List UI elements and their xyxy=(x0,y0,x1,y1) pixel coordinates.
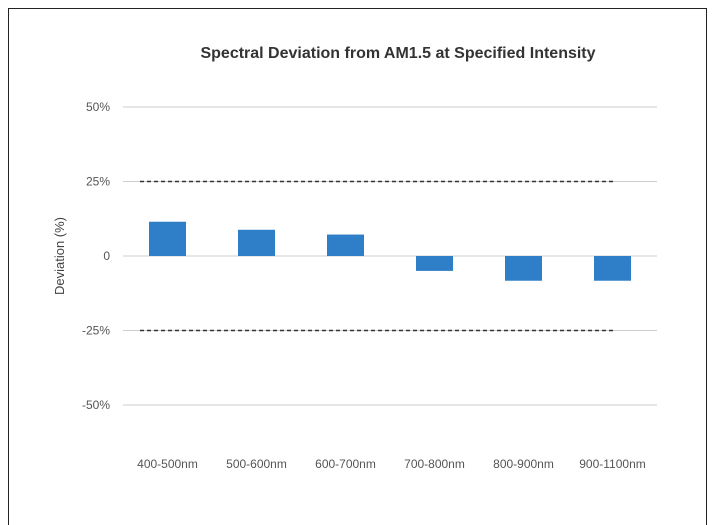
y-tick-label: -25% xyxy=(82,324,110,338)
y-tick-labels: 50% 25% 0 -25% -50% xyxy=(82,100,110,412)
bar-900-1100nm xyxy=(594,256,631,281)
x-tick-label: 800-900nm xyxy=(493,457,554,471)
bars xyxy=(149,221,631,281)
x-tick-label: 400-500nm xyxy=(137,457,198,471)
bar-500-600nm xyxy=(238,229,275,256)
y-tick-label: 0 xyxy=(103,249,110,263)
y-tick-label: 25% xyxy=(86,175,110,189)
bar-400-500nm xyxy=(149,221,186,256)
x-tick-label: 900-1100nm xyxy=(579,457,646,471)
y-tick-label: 50% xyxy=(86,100,110,114)
reference-lines xyxy=(140,180,616,332)
bar-800-900nm xyxy=(505,256,542,281)
y-tick-label: -50% xyxy=(82,398,110,412)
x-tick-labels: 400-500nm 500-600nm 600-700nm 700-800nm 800-… xyxy=(137,457,646,471)
bar-700-800nm xyxy=(416,256,453,271)
x-tick-label: 700-800nm xyxy=(404,457,465,471)
y-axis-label: Deviation (%) xyxy=(52,217,67,295)
grid-lines xyxy=(123,106,657,406)
x-tick-label: 600-700nm xyxy=(315,457,376,471)
bar-600-700nm xyxy=(327,234,364,256)
chart-frame xyxy=(8,8,707,525)
x-tick-label: 500-600nm xyxy=(226,457,287,471)
chart-title: Spectral Deviation from AM1.5 at Specifi… xyxy=(200,45,595,62)
